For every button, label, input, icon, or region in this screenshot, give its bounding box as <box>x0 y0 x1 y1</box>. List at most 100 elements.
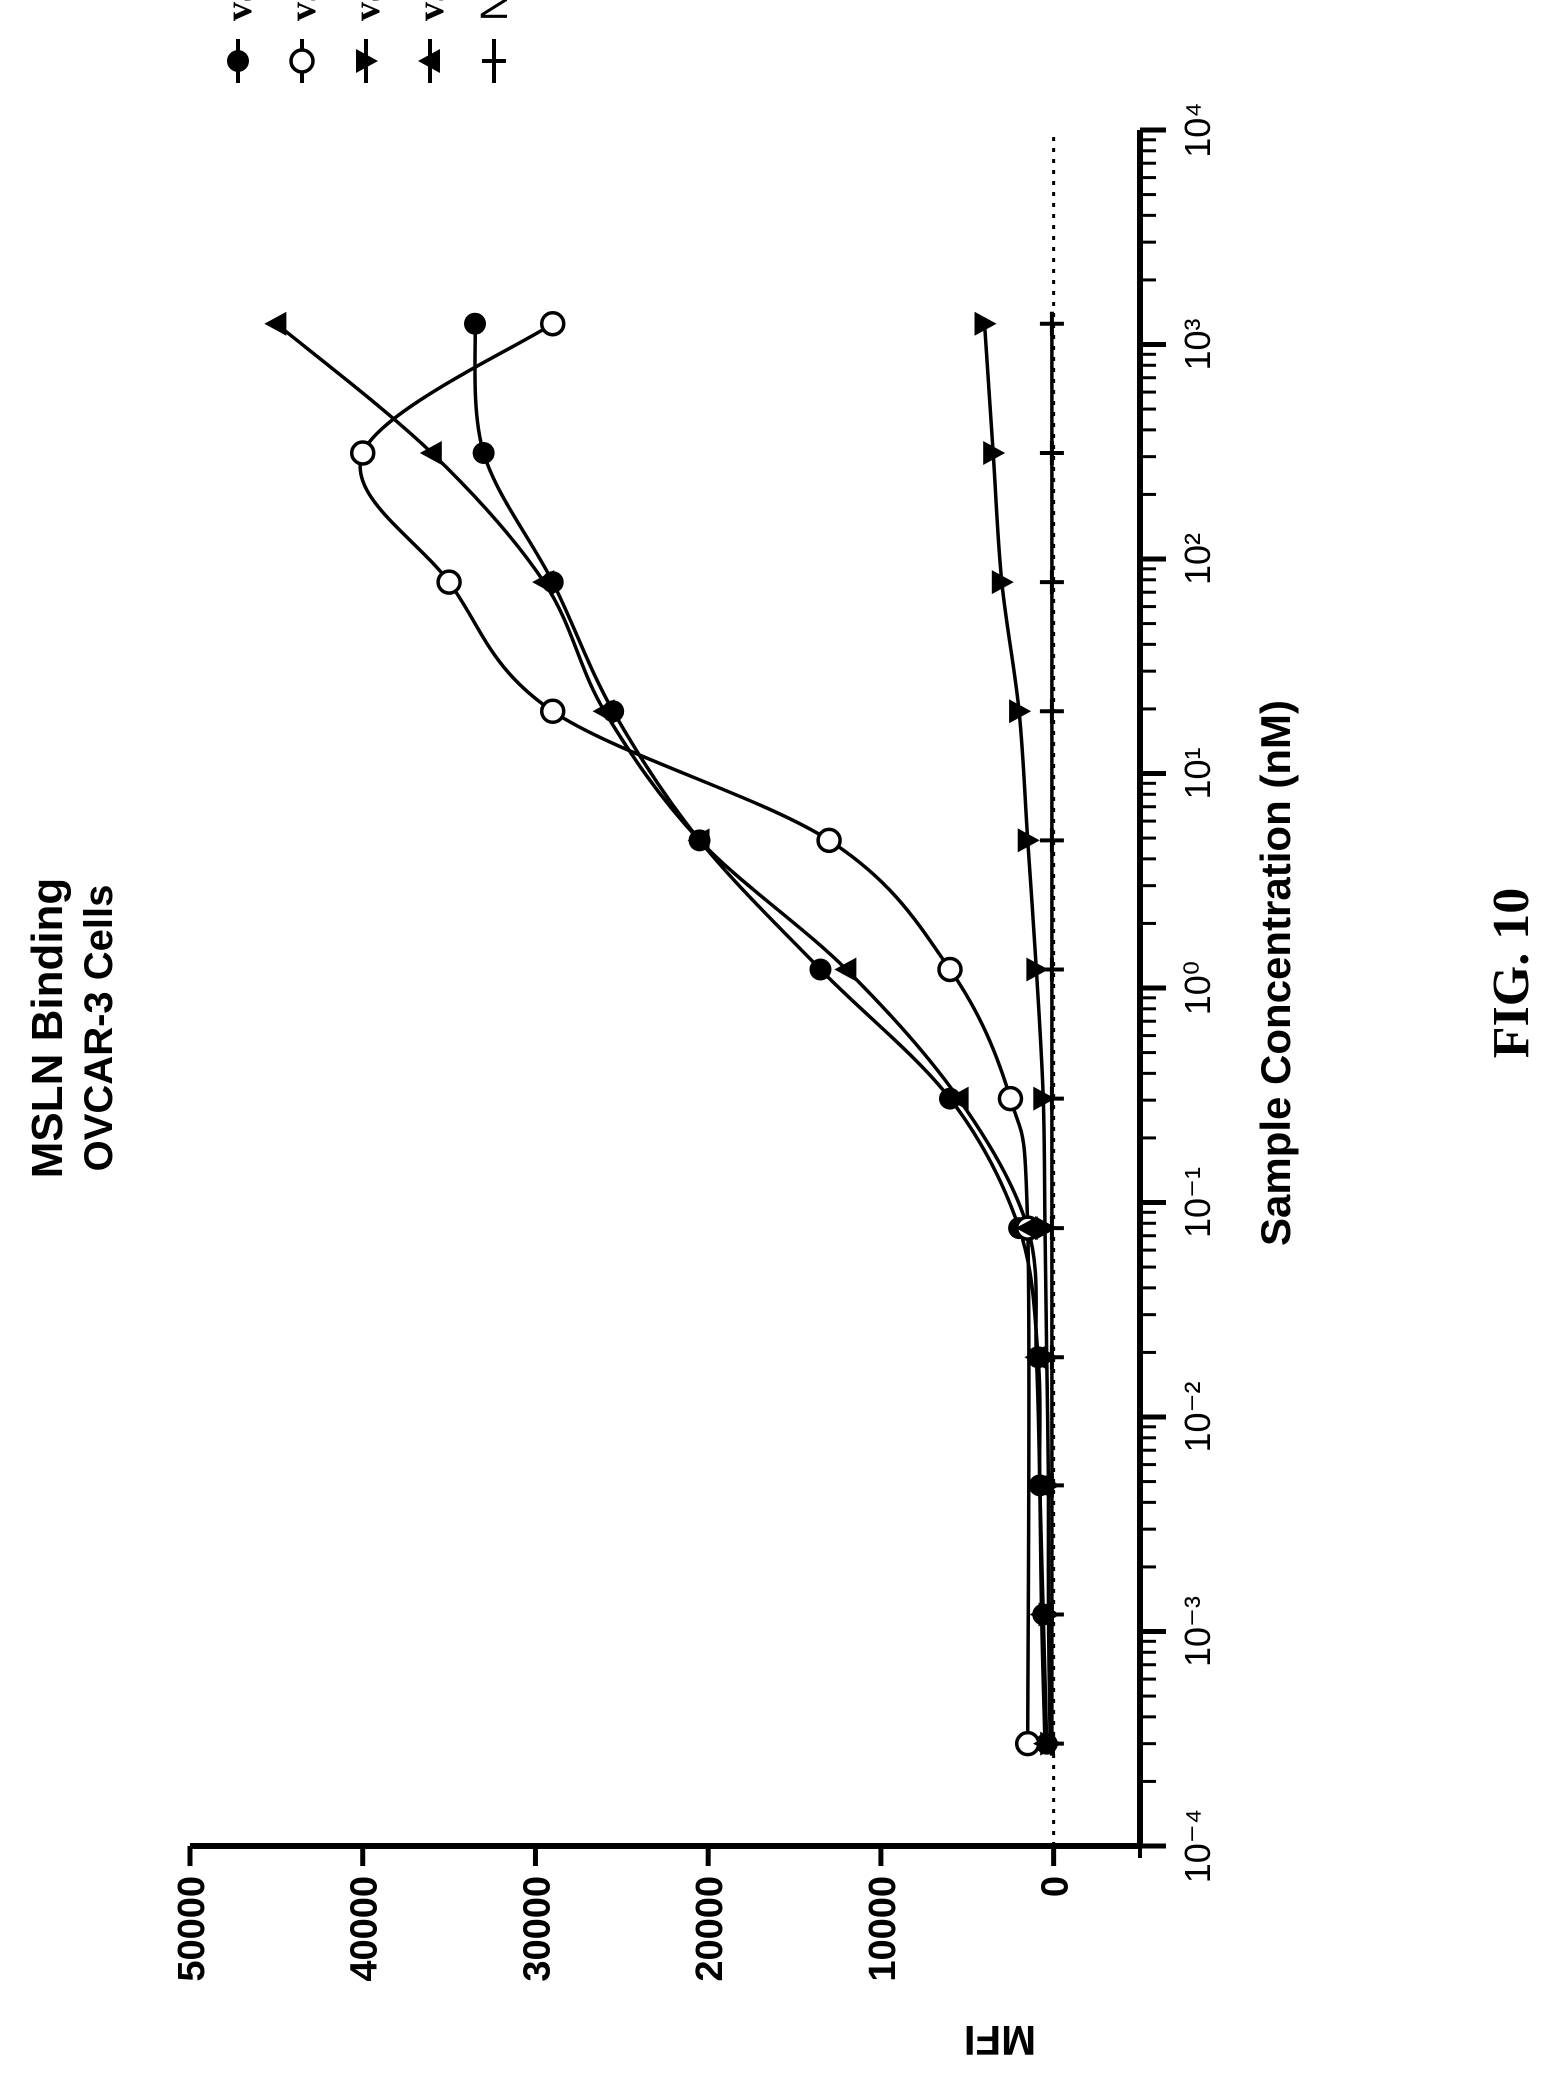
x-axis-label: Sample Concentration (nM) <box>1252 700 1299 1246</box>
open-circle-marker <box>539 310 566 337</box>
up-triangle-marker <box>687 828 710 853</box>
fit-curve <box>275 322 1047 1744</box>
data-point <box>983 441 1006 466</box>
data-point <box>1039 957 1064 982</box>
legend-marker <box>356 49 378 73</box>
y-tick-label: 20000 <box>689 1876 731 1982</box>
down-triangle-marker <box>356 49 378 73</box>
data-point <box>472 442 495 465</box>
axes-layer: 0 10000 20000 30000 40000 50000 10⁻⁴ 10⁻³ 10⁻² 10… <box>171 102 1218 1981</box>
data-point <box>464 312 486 335</box>
up-triangle-marker <box>264 311 287 336</box>
up-triangle-marker <box>532 570 555 595</box>
up-triangle-marker <box>1027 1473 1050 1498</box>
open-circle-marker <box>816 827 842 854</box>
open-circle-marker <box>436 569 462 595</box>
legend-label: Negative control <box>474 0 516 21</box>
legend-marker <box>418 49 440 73</box>
fit-curve <box>982 323 1052 1744</box>
data-point <box>1039 1602 1064 1627</box>
data-point <box>816 827 842 854</box>
data-point <box>436 569 462 595</box>
data-point <box>592 699 615 724</box>
data-point <box>419 441 442 466</box>
up-triangle-marker <box>419 441 442 466</box>
legend-entry: v29191 <box>410 0 452 83</box>
data-point <box>1039 570 1064 595</box>
y-tick-label: 50000 <box>171 1876 213 1982</box>
y-tick-label: 30000 <box>516 1876 558 1982</box>
y-tick-label: 10000 <box>862 1876 904 1982</box>
data-point <box>1024 1345 1047 1370</box>
y-axis-label: MFI <box>964 2017 1036 2064</box>
data-point <box>687 828 710 853</box>
data-point <box>1039 1345 1064 1370</box>
up-triangle-marker <box>834 957 857 982</box>
data-point <box>264 311 287 336</box>
legend-marker <box>227 50 249 72</box>
open-circle-marker <box>539 698 566 725</box>
data-point <box>1039 699 1064 724</box>
x-tick-label: 10¹ <box>1177 747 1218 799</box>
chart-title: MSLN Binding <box>23 878 72 1179</box>
open-circle-marker <box>349 440 376 466</box>
figure-label: FIG. 10 <box>1483 888 1540 1058</box>
data-point <box>1039 441 1064 466</box>
data-point <box>1027 1473 1050 1498</box>
data-point <box>809 958 832 981</box>
x-tick-label: 10² <box>1177 533 1218 585</box>
data-point <box>1039 311 1064 336</box>
data-point <box>997 1085 1024 1112</box>
fit-curve <box>358 322 1031 1744</box>
x-tick-label: 10³ <box>1177 318 1218 370</box>
open-circle-marker <box>997 1085 1024 1112</box>
filled-circle-marker <box>464 312 486 335</box>
data-point <box>946 1086 969 1111</box>
data-point <box>1009 699 1032 724</box>
filled-circle-marker <box>809 958 832 981</box>
data-point <box>539 310 566 337</box>
up-triangle-marker <box>1024 1345 1047 1370</box>
x-tick-label: 10⁻⁴ <box>1177 1809 1218 1884</box>
fit-curves-layer <box>275 322 1054 1744</box>
open-circle-marker <box>937 956 963 983</box>
fit-curve <box>473 323 1049 1744</box>
up-triangle-marker <box>418 49 440 73</box>
down-triangle-marker <box>991 570 1014 595</box>
legend-label: v31805 <box>346 0 388 21</box>
data-point <box>834 957 857 982</box>
y-tick-label: 0 <box>1035 1876 1077 1897</box>
up-triangle-marker <box>592 699 615 724</box>
data-point <box>1039 1086 1064 1111</box>
data-point <box>532 570 555 595</box>
filled-circle-marker <box>227 50 249 72</box>
data-point <box>1015 1216 1038 1241</box>
legend-marker <box>289 48 315 74</box>
down-triangle-marker <box>1026 957 1049 982</box>
data-point <box>1026 957 1049 982</box>
x-tick-label: 10⁻³ <box>1177 1596 1218 1667</box>
data-point <box>991 570 1014 595</box>
data-point <box>539 698 566 725</box>
legend-entry: v21815 <box>282 0 324 83</box>
x-tick-label: 10⁴ <box>1177 102 1218 158</box>
data-point <box>1017 828 1040 853</box>
legend-entry: Negative control <box>474 0 516 83</box>
down-triangle-marker <box>1017 828 1040 853</box>
data-point <box>1039 1473 1064 1498</box>
x-tick-label: 10⁻² <box>1177 1381 1218 1452</box>
data-point <box>937 956 963 983</box>
up-triangle-marker <box>1015 1216 1038 1241</box>
legend-label: v21815 <box>282 0 324 21</box>
data-point <box>1039 1731 1064 1756</box>
filled-circle-marker <box>472 442 495 465</box>
up-triangle-marker <box>946 1086 969 1111</box>
data-points-layer <box>264 310 1064 1757</box>
legend-label: v29191 <box>410 0 452 21</box>
data-point <box>974 311 997 336</box>
legend-marker <box>482 49 506 73</box>
legend-entry: v31805 <box>346 0 388 83</box>
data-point <box>1039 1216 1064 1241</box>
